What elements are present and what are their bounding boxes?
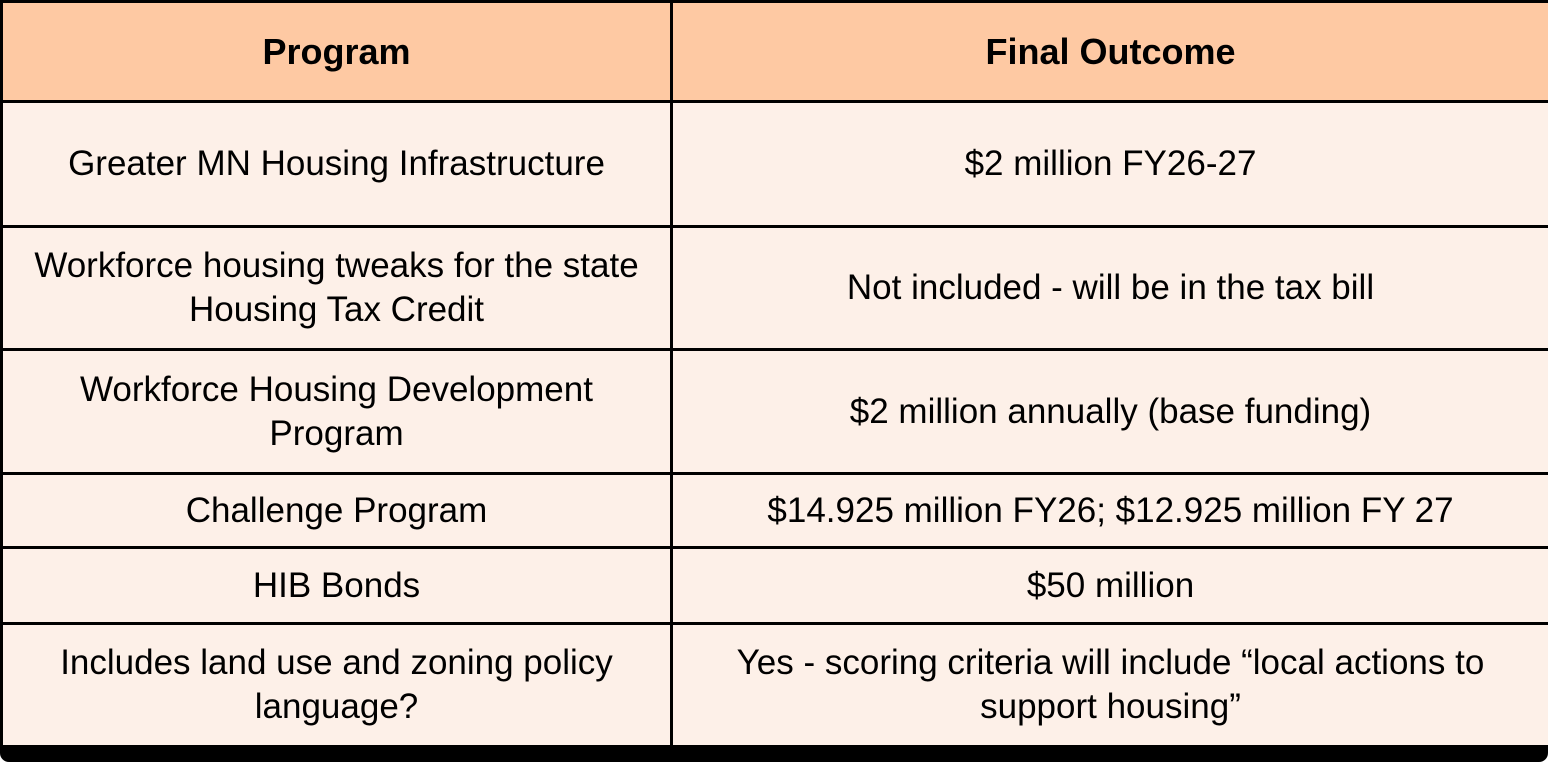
header-row: Program Final Outcome [0,0,1548,103]
outcome-cell: Yes - scoring criteria will include “loc… [670,622,1548,748]
program-cell: Challenge Program [0,472,673,549]
program-cell: Workforce Housing Development Program [0,348,673,475]
table-row: HIB Bonds $50 million [0,546,1548,625]
outcome-cell: $2 million annually (base funding) [670,348,1548,475]
table-row: Workforce Housing Development Program $2… [0,348,1548,475]
table-row: Greater MN Housing Infrastructure $2 mil… [0,100,1548,228]
column-header-program: Program [0,0,673,103]
table-row: Includes land use and zoning policy lang… [0,622,1548,748]
column-header-final-outcome: Final Outcome [670,0,1548,103]
table-row: Challenge Program $14.925 million FY26; … [0,472,1548,549]
table-row: Workforce housing tweaks for the state H… [0,225,1548,351]
outcome-cell: $50 million [670,546,1548,625]
program-cell: Workforce housing tweaks for the state H… [0,225,673,351]
outcome-cell: Not included - will be in the tax bill [670,225,1548,351]
program-cell: Greater MN Housing Infrastructure [0,100,673,228]
outcome-cell: $14.925 million FY26; $12.925 million FY… [670,472,1548,549]
outcome-cell: $2 million FY26-27 [670,100,1548,228]
program-cell: HIB Bonds [0,546,673,625]
program-cell: Includes land use and zoning policy lang… [0,622,673,748]
